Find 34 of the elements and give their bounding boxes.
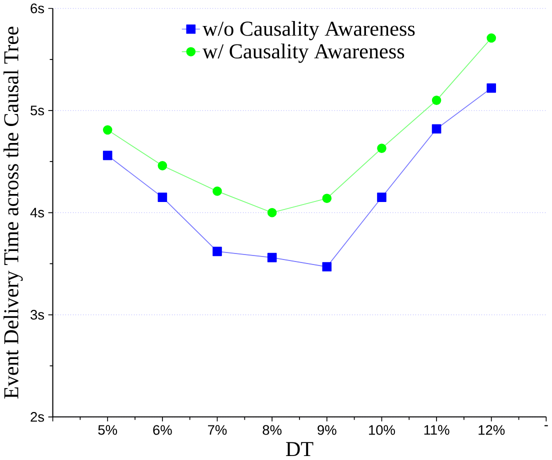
x-tick-label: 10% <box>369 425 395 436</box>
point <box>212 247 222 256</box>
point <box>212 186 222 196</box>
y-tick-label: 3s <box>30 310 44 320</box>
point <box>377 192 386 202</box>
y-tick-label: 4s <box>30 208 44 218</box>
x-tick-label: 9% <box>318 425 336 436</box>
point <box>486 84 496 93</box>
y-tick-label: 5s <box>30 106 44 116</box>
point <box>486 34 496 43</box>
legend-label: w/ Causality Awareness <box>202 44 404 64</box>
point <box>322 262 332 272</box>
legend-label: w/o Causality Awareness <box>202 21 415 40</box>
x-tick-label: 8% <box>262 425 282 436</box>
point <box>102 125 112 135</box>
x-axis-title: DT <box>286 442 314 456</box>
x-tick-label: - <box>544 425 548 426</box>
point <box>158 192 168 202</box>
y-tick-label: 6s <box>30 4 44 14</box>
point <box>102 151 112 160</box>
point <box>432 124 442 134</box>
point <box>267 208 277 218</box>
x-tick-label: 12% <box>478 425 505 436</box>
x-tick-label: 6% <box>153 425 172 436</box>
y-tick-label: 2s <box>30 412 44 422</box>
point <box>267 253 277 262</box>
point <box>432 96 442 106</box>
x-tick-label: 7% <box>208 425 227 435</box>
point <box>158 161 168 171</box>
x-tick-label: 11% <box>424 425 450 435</box>
point <box>377 144 386 154</box>
point <box>322 194 332 204</box>
x-tick-label: 5% <box>98 425 118 436</box>
y-axis-title: Event Delivery Time across the Causal Tree <box>4 27 23 399</box>
